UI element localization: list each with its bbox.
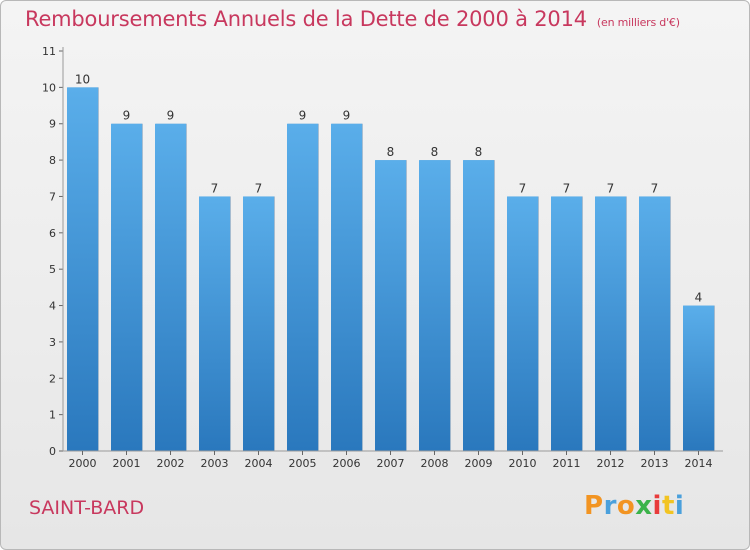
x-tick-label-2012: 2012 <box>597 457 625 470</box>
logo-letter: x <box>635 491 653 521</box>
bar-2013[interactable] <box>639 196 670 451</box>
logo-letter: i <box>674 491 685 521</box>
x-tick-label-2005: 2005 <box>289 457 317 470</box>
x-tick-label-2003: 2003 <box>201 457 229 470</box>
value-label-2008: 8 <box>431 145 439 159</box>
x-tick-label-2006: 2006 <box>333 457 361 470</box>
y-tick-label: 8 <box>49 154 56 167</box>
bar-2014[interactable] <box>683 305 714 451</box>
commune-name: SAINT-BARD <box>29 497 145 519</box>
y-tick-label: 5 <box>49 263 56 276</box>
chart-title: Remboursements Annuels de la Dette de 20… <box>25 7 680 31</box>
value-label-2000: 10 <box>75 72 90 86</box>
y-tick-label: 2 <box>49 372 56 385</box>
x-tick-label-2002: 2002 <box>157 457 185 470</box>
y-tick-label: 0 <box>49 445 56 458</box>
y-tick-label: 11 <box>42 45 56 58</box>
bar-2001[interactable] <box>111 123 142 452</box>
bar-2010[interactable] <box>507 196 538 451</box>
x-tick-label-2009: 2009 <box>465 457 493 470</box>
value-label-2014: 4 <box>695 291 703 305</box>
y-tick-label: 1 <box>49 409 56 422</box>
labels-group: 0 1 2 3 4 5 6 7 8 9 10 11 10 2000 9 2001 9 2002 7 2003 7 2004… <box>42 45 713 470</box>
axes-group <box>59 47 723 455</box>
chart-title-text: Remboursements Annuels de la Dette de 20… <box>25 7 587 31</box>
bar-2000[interactable] <box>67 87 98 451</box>
value-label-2003: 7 <box>211 181 219 195</box>
x-tick-label-2010: 2010 <box>509 457 537 470</box>
logo-letter: t <box>661 491 675 521</box>
bar-2002[interactable] <box>155 123 186 452</box>
value-label-2002: 9 <box>167 109 175 123</box>
value-label-2011: 7 <box>563 181 571 195</box>
x-tick-label-2013: 2013 <box>641 457 669 470</box>
value-label-2009: 8 <box>475 145 483 159</box>
x-tick-label-2008: 2008 <box>421 457 449 470</box>
y-tick-label: 10 <box>42 81 56 94</box>
y-tick-label: 4 <box>49 300 56 313</box>
value-label-2001: 9 <box>123 109 131 123</box>
bar-2003[interactable] <box>199 196 230 451</box>
bar-2004[interactable] <box>243 196 274 451</box>
x-tick-label-2000: 2000 <box>69 457 97 470</box>
bar-2011[interactable] <box>551 196 582 451</box>
y-tick-label: 6 <box>49 227 56 240</box>
y-tick-label: 3 <box>49 336 56 349</box>
chart-subtitle: (en milliers d'€) <box>596 16 680 29</box>
value-label-2007: 8 <box>387 145 395 159</box>
value-label-2010: 7 <box>519 181 527 195</box>
logo-letter: P <box>584 491 604 521</box>
x-tick-label-2001: 2001 <box>113 457 141 470</box>
value-label-2006: 9 <box>343 109 351 123</box>
value-label-2005: 9 <box>299 109 307 123</box>
value-label-2013: 7 <box>651 181 659 195</box>
bar-2009[interactable] <box>463 160 494 451</box>
bar-2007[interactable] <box>375 160 406 451</box>
bar-2008[interactable] <box>419 160 450 451</box>
y-tick-label: 7 <box>49 190 56 203</box>
logo-letter: o <box>616 491 636 521</box>
value-label-2004: 7 <box>255 181 263 195</box>
bars-group <box>67 87 715 452</box>
y-tick-label: 9 <box>49 118 56 131</box>
bar-2006[interactable] <box>331 123 362 452</box>
value-label-2012: 7 <box>607 181 615 195</box>
bar-2012[interactable] <box>595 196 626 451</box>
logo-letter: i <box>652 491 662 521</box>
logo-letter: r <box>603 491 617 521</box>
x-tick-label-2007: 2007 <box>377 457 405 470</box>
x-tick-label-2014: 2014 <box>685 457 713 470</box>
x-tick-label-2011: 2011 <box>553 457 581 470</box>
bar-2005[interactable] <box>287 123 318 452</box>
x-tick-label-2004: 2004 <box>245 457 273 470</box>
proxiti-logo[interactable]: Proxiti <box>584 491 684 521</box>
